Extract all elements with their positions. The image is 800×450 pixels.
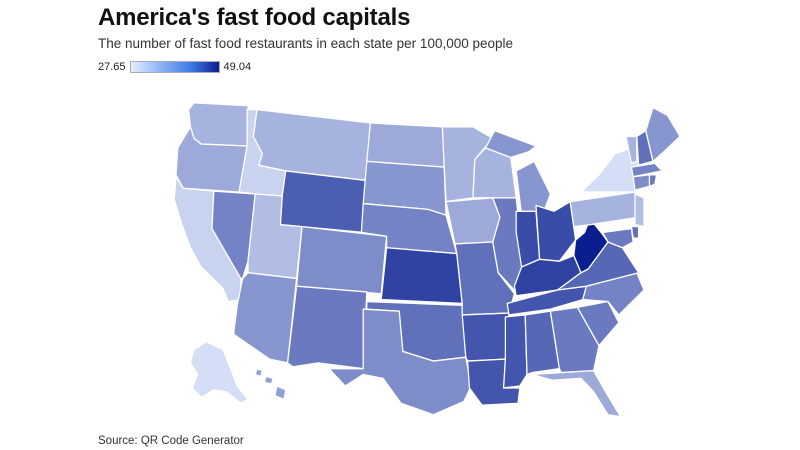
state-ks <box>380 247 463 305</box>
legend-max-label: 49.04 <box>223 61 252 73</box>
us-choropleth-map <box>173 102 680 418</box>
state-wa <box>187 102 249 147</box>
state-me <box>645 106 680 163</box>
color-legend: 27.65 49.04 <box>98 61 251 73</box>
state-wv <box>573 218 609 274</box>
state-oh <box>535 201 577 262</box>
state-tx <box>328 308 472 416</box>
state-hi <box>254 368 287 401</box>
state-sc <box>576 300 620 347</box>
source-note: Source: QR Code Generator <box>98 435 244 447</box>
state-az <box>232 272 298 364</box>
state-wy <box>279 170 368 234</box>
state-ak <box>189 341 249 404</box>
map-subtitle: The number of fast food restaurants in e… <box>98 36 514 51</box>
legend-gradient-bar <box>129 61 220 73</box>
state-vt <box>625 135 638 164</box>
state-ri <box>648 174 658 187</box>
state-nm <box>286 285 368 370</box>
map-title: America's fast food capitals <box>98 4 411 31</box>
state-co <box>295 225 388 295</box>
state-md <box>601 227 634 249</box>
state-ct <box>632 174 651 191</box>
legend-min-label: 27.65 <box>98 61 126 73</box>
state-in <box>515 210 541 268</box>
state-pa <box>569 191 642 228</box>
state-nd <box>366 122 445 168</box>
state-layer <box>173 102 680 418</box>
state-ms <box>502 314 528 389</box>
state-ar <box>461 312 510 362</box>
state-mi <box>484 129 552 216</box>
state-nj <box>634 193 645 228</box>
state-ma <box>630 162 663 178</box>
state-ia <box>445 197 501 245</box>
state-al <box>524 310 561 376</box>
state-fl <box>531 369 622 418</box>
